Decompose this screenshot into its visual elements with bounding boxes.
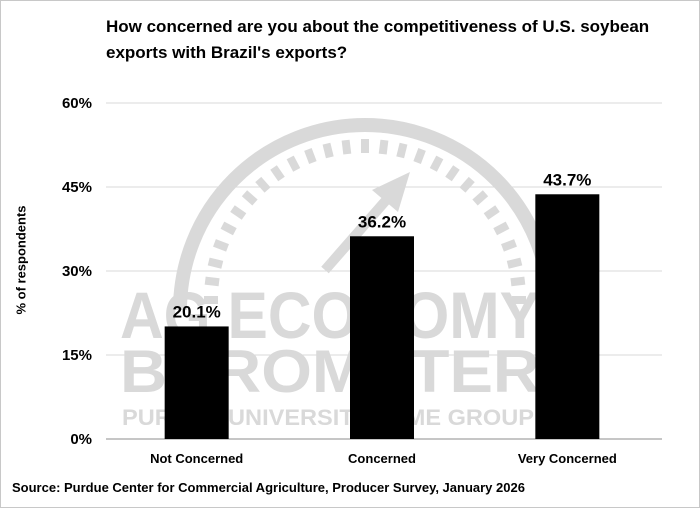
data-label: 43.7% xyxy=(543,170,591,189)
watermark-tick xyxy=(304,148,317,164)
watermark-tick xyxy=(472,190,489,206)
y-tick-label: 0% xyxy=(70,431,92,448)
watermark-tick xyxy=(255,176,271,193)
y-axis-ticks: 0% 15% 30% 45% 60% xyxy=(62,95,92,448)
watermark-tick xyxy=(204,276,220,287)
source-note: Source: Purdue Center for Commercial Agr… xyxy=(12,480,525,495)
watermark-arrow-shaft xyxy=(321,186,399,274)
watermark-tick xyxy=(510,276,526,287)
watermark-tick xyxy=(230,205,247,220)
bar xyxy=(350,236,414,439)
data-label: 20.1% xyxy=(173,302,221,321)
bar xyxy=(164,326,229,439)
watermark-tick xyxy=(378,139,389,155)
watermark-tick xyxy=(506,257,523,269)
x-category-label: Not Concerned xyxy=(150,451,243,466)
watermark-gauge-arc xyxy=(173,118,557,311)
watermark-tick xyxy=(501,239,517,252)
watermark-tick xyxy=(270,165,285,182)
watermark-tick xyxy=(413,148,426,164)
y-tick-label: 60% xyxy=(62,95,92,112)
data-label: 36.2% xyxy=(358,212,406,231)
watermark-tick xyxy=(493,221,510,236)
x-axis-categories: Not Concerned Concerned Very Concerned xyxy=(150,451,617,466)
bars: 20.1% 36.2% 43.7% xyxy=(164,170,600,439)
bar xyxy=(535,194,600,439)
watermark-tick xyxy=(483,205,500,220)
y-tick-label: 15% xyxy=(62,347,92,364)
watermark-tick xyxy=(207,257,224,269)
x-category-label: Very Concerned xyxy=(518,451,617,466)
watermark-tick xyxy=(396,142,408,159)
watermark-tick xyxy=(286,155,301,172)
watermark-tick xyxy=(341,139,352,155)
watermark-tick xyxy=(241,190,258,206)
y-tick-label: 30% xyxy=(62,263,92,280)
watermark-tick xyxy=(445,165,460,182)
watermark-arrow-head xyxy=(372,172,410,212)
watermark-tick xyxy=(220,221,237,236)
watermark-tick xyxy=(213,239,229,252)
x-category-label: Concerned xyxy=(348,451,416,466)
chart-title: How concerned are you about the competit… xyxy=(106,17,650,62)
watermark-tick xyxy=(322,142,334,159)
y-tick-label: 45% xyxy=(62,179,92,196)
watermark-tick xyxy=(459,176,475,193)
watermark-tick xyxy=(429,155,444,172)
